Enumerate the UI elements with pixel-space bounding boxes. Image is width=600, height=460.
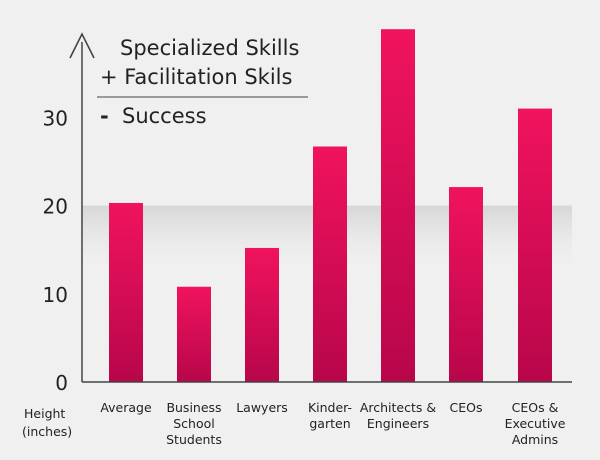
title-line-1: Specialized Skills — [120, 36, 299, 60]
title-result-sign: - — [100, 104, 109, 128]
bar — [449, 187, 483, 382]
y-axis-label-line-1: Height — [24, 406, 65, 421]
y-axis-arrow-icon — [69, 32, 95, 59]
title-result: Success — [122, 104, 207, 128]
bar — [313, 146, 347, 382]
bar — [177, 286, 211, 382]
x-tick-label: Average — [100, 400, 152, 415]
x-tick-label: Architects & Engineers — [360, 400, 437, 431]
y-tick-label: 30 — [43, 106, 68, 130]
y-axis-label-line-2: (inches) — [22, 424, 72, 439]
x-tick-label: Business School Students — [166, 400, 222, 447]
y-tick-label: 0 — [55, 371, 68, 395]
x-tick-label: Lawyers — [236, 400, 288, 415]
x-tick-label: Kinder-garten — [308, 400, 352, 431]
bar — [381, 29, 415, 382]
x-tick-label: CEOs — [450, 400, 483, 415]
bar — [245, 247, 279, 382]
chart-title: Specialized Skills + Facilitation Skils … — [97, 36, 308, 128]
y-axis-label: Height (inches) — [22, 406, 72, 439]
y-tick-label: 20 — [43, 195, 68, 219]
y-tick-label: 10 — [43, 283, 68, 307]
title-line-2: + Facilitation Skils — [100, 65, 292, 89]
x-tick-label: CEOs & Executive Admins — [505, 400, 566, 447]
bar — [109, 202, 143, 382]
bar — [518, 108, 552, 382]
